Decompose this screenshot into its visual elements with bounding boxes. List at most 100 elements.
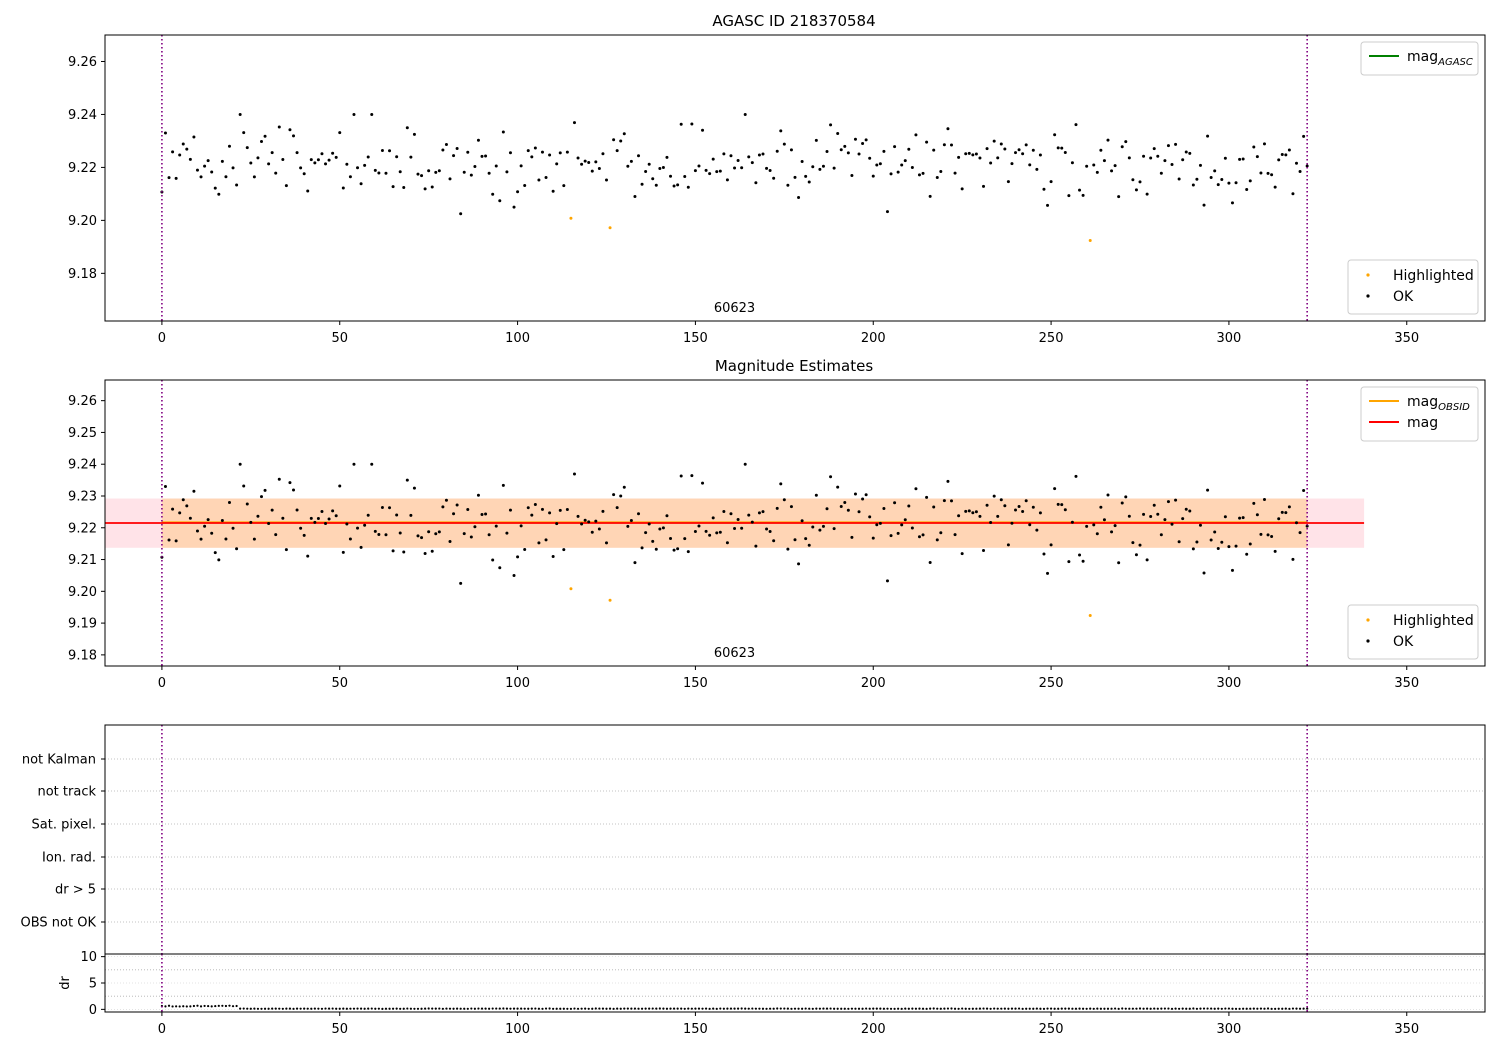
- ok-point: [512, 573, 516, 577]
- dr-point: [491, 1007, 494, 1010]
- ok-point: [292, 488, 296, 492]
- dr-point: [712, 1007, 715, 1010]
- ok-point: [259, 495, 263, 499]
- highlighted-point: [569, 587, 573, 591]
- x-tick-label: 250: [1039, 1022, 1064, 1037]
- ok-point: [516, 190, 520, 194]
- ok-point: [953, 533, 957, 537]
- ok-point: [637, 512, 641, 516]
- ok-point: [341, 186, 345, 190]
- dr-point: [281, 1007, 284, 1010]
- dr-point: [754, 1007, 757, 1010]
- dr-point: [374, 1007, 377, 1010]
- ok-point: [747, 155, 751, 159]
- ok-point: [373, 168, 377, 172]
- ok-point: [352, 462, 356, 466]
- dr-point: [843, 1007, 846, 1010]
- dr-point: [1160, 1007, 1163, 1010]
- ok-point: [412, 486, 416, 490]
- ok-point: [832, 527, 836, 531]
- ok-point: [1102, 159, 1106, 163]
- ok-point: [974, 152, 978, 156]
- ok-point: [1188, 509, 1192, 513]
- ok-point: [587, 161, 591, 165]
- ok-point: [487, 533, 491, 537]
- x-tick-label: 300: [1217, 676, 1242, 691]
- ok-point: [885, 579, 889, 583]
- dr-point: [690, 1007, 693, 1010]
- dr-point: [409, 1007, 412, 1010]
- ok-point: [914, 487, 918, 491]
- ok-point: [1166, 144, 1170, 148]
- ok-point: [971, 153, 975, 157]
- legend-frame: [1347, 259, 1479, 315]
- dr-point: [1281, 1007, 1284, 1010]
- dr-point: [1099, 1007, 1102, 1010]
- ok-point: [466, 150, 470, 154]
- dr-point: [1167, 1007, 1170, 1010]
- ok-point: [1006, 180, 1010, 184]
- ok-point: [227, 144, 231, 148]
- ok-point: [580, 162, 584, 166]
- ok-point: [644, 169, 648, 173]
- ok-point: [1085, 164, 1089, 168]
- ok-point: [683, 174, 687, 178]
- ok-point: [388, 149, 392, 153]
- ok-point: [612, 493, 616, 497]
- dr-point: [448, 1007, 452, 1010]
- ok-point: [572, 472, 576, 476]
- dr-point: [687, 1007, 690, 1010]
- ok-point: [701, 128, 705, 132]
- y-tick-label: 9.22: [68, 521, 97, 536]
- ok-point: [743, 462, 747, 466]
- ok-point: [1270, 535, 1274, 539]
- highlighted-point: [608, 598, 612, 602]
- flag-category-label: Ion. rad.: [42, 851, 96, 866]
- ok-point: [1202, 203, 1206, 207]
- ok-point: [1142, 154, 1146, 158]
- dr-point: [559, 1007, 562, 1010]
- legend-frame: [1347, 604, 1479, 660]
- dr-point: [1245, 1007, 1248, 1010]
- ok-point: [818, 528, 822, 532]
- dr-point: [203, 1004, 206, 1008]
- ok-point: [836, 132, 840, 136]
- ok-point: [188, 157, 192, 161]
- ok-point: [469, 173, 473, 177]
- ok-point: [615, 506, 619, 510]
- ok-point: [508, 151, 512, 155]
- ok-point: [195, 168, 199, 172]
- highlighted-point: [569, 216, 573, 220]
- dr-point: [207, 1004, 210, 1008]
- x-tick-label: 50: [331, 1022, 348, 1037]
- dr-point: [971, 1007, 974, 1010]
- ok-point: [459, 212, 463, 216]
- dr-point: [505, 1007, 509, 1010]
- ok-point: [775, 506, 779, 510]
- ok-point: [921, 533, 925, 537]
- ok-point: [423, 187, 427, 191]
- ok-point: [1156, 512, 1160, 516]
- ok-point: [861, 497, 865, 501]
- ok-point: [452, 512, 456, 516]
- ok-point: [889, 172, 893, 176]
- dr-point: [669, 1007, 672, 1010]
- ok-point: [199, 175, 203, 179]
- dr-point: [367, 1007, 370, 1010]
- ok-point: [580, 522, 584, 526]
- ok-point: [501, 130, 505, 134]
- dr-point: [552, 1007, 555, 1010]
- dr-point: [228, 1004, 231, 1007]
- dr-point: [1163, 1007, 1166, 1010]
- ok-point: [284, 548, 288, 552]
- ok-point: [338, 131, 342, 135]
- dr-point: [619, 1007, 622, 1010]
- ok-point: [1053, 133, 1057, 137]
- ok-point: [786, 183, 790, 187]
- y-tick-label: 9.21: [68, 553, 97, 568]
- ok-point: [1060, 503, 1064, 507]
- dr-point: [921, 1007, 925, 1010]
- ok-point: [238, 462, 242, 466]
- ok-point: [1181, 158, 1185, 162]
- ok-point: [644, 531, 648, 535]
